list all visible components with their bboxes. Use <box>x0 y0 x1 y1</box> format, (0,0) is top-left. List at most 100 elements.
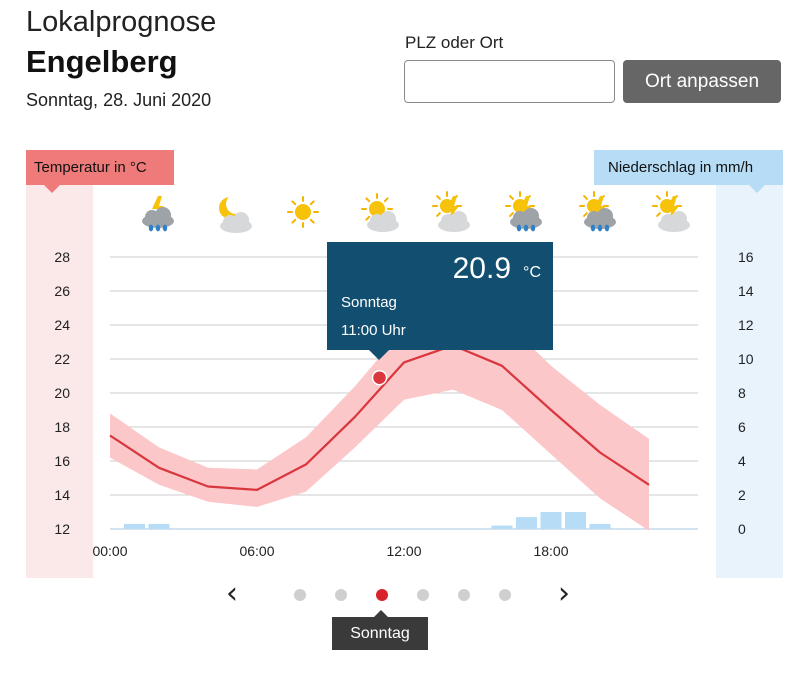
precip-tick-label: 10 <box>738 351 754 367</box>
chart-tooltip: 20.9 °C Sonntag 11:00 Uhr <box>327 242 553 360</box>
precip-tick-label: 2 <box>738 487 746 503</box>
sun-ray <box>509 195 514 200</box>
temp-tick-label: 12 <box>54 521 70 537</box>
precip-tick-label: 16 <box>738 249 754 265</box>
thunderstorm-rain-icon <box>142 196 174 232</box>
x-tick-label: 18:00 <box>533 543 568 559</box>
temp-tick-label: 14 <box>54 487 70 503</box>
sun-ray <box>291 200 297 206</box>
tooltip-time: 11:00 Uhr <box>341 322 406 339</box>
forecast-date: Sonntag, 28. Juni 2020 <box>26 90 212 110</box>
precip-tick-label: 0 <box>738 521 746 537</box>
sun-thunderstorm-rain-icon <box>579 191 616 232</box>
bolt <box>447 196 459 219</box>
rain-drop <box>148 224 154 232</box>
precip-bar <box>516 517 537 529</box>
sun-ray <box>365 197 371 203</box>
rain-drop <box>155 224 161 232</box>
tooltip-unit: °C <box>523 264 541 281</box>
temperature-axis-label: Temperatur in °C <box>26 150 174 193</box>
precipitation-axis-band <box>716 150 783 578</box>
day-dot[interactable] <box>294 589 306 601</box>
bolt <box>667 196 679 219</box>
sun-thunder-cloud-icon <box>652 191 690 232</box>
x-tick-label: 12:00 <box>386 543 421 559</box>
cloud-part <box>380 211 396 227</box>
day-dot[interactable] <box>499 589 511 601</box>
sun-ray <box>583 212 588 217</box>
rain-drop <box>590 224 596 232</box>
sun-thunder-cloud-icon <box>432 191 470 232</box>
day-dot[interactable] <box>417 589 429 601</box>
sun-ray <box>656 212 661 217</box>
sun-disc <box>295 204 311 220</box>
precip-bar <box>540 512 562 529</box>
location-input[interactable] <box>404 60 615 103</box>
sun-disc <box>369 201 385 217</box>
moon-cloud-icon <box>219 194 252 233</box>
cloud-part <box>523 208 539 224</box>
cloud-part <box>671 211 687 227</box>
sun-ray <box>309 200 315 206</box>
temp-line <box>109 344 650 491</box>
bolt <box>152 196 164 219</box>
temp-tick-label: 18 <box>54 419 70 435</box>
rain-drop <box>530 224 536 232</box>
page-subtitle: Lokalprognose <box>26 6 217 38</box>
sun-ray <box>383 197 389 203</box>
sun-ray <box>436 195 441 200</box>
chevron-left-icon[interactable]: ‹ <box>226 576 238 611</box>
precip-bar <box>491 525 513 529</box>
precip-bar <box>565 512 586 529</box>
sun-ray <box>509 212 514 217</box>
active-day-label: Sonntag <box>332 610 428 650</box>
rain-drop <box>604 224 610 232</box>
sun-thunderstorm-rain-icon <box>505 191 542 232</box>
sun-cloud-icon <box>361 193 399 232</box>
sun-ray <box>365 215 371 221</box>
cloud-part <box>155 207 171 223</box>
bolt <box>520 196 532 219</box>
tooltip-value: 20.9 <box>452 252 511 285</box>
rain-drop <box>162 224 168 232</box>
update-location-button[interactable]: Ort anpassen <box>623 60 781 103</box>
rain-drop <box>597 224 603 232</box>
precip-tick-label: 8 <box>738 385 746 401</box>
temp-tick-label: 22 <box>54 351 70 367</box>
precip-bar <box>148 523 170 529</box>
sun-ray <box>656 195 661 200</box>
tooltip-day: Sonntag <box>341 294 397 311</box>
day-dot[interactable] <box>458 589 470 601</box>
sun-ray <box>436 212 441 217</box>
sun-ray <box>583 195 588 200</box>
moon-shadow <box>226 194 246 214</box>
temp-tick-label: 16 <box>54 453 70 469</box>
temp-tick-label: 24 <box>54 317 70 333</box>
temperature-axis-band <box>26 150 93 578</box>
precip-tick-label: 6 <box>738 419 746 435</box>
precip-tick-label: 4 <box>738 453 746 469</box>
temp-tick-label: 20 <box>54 385 70 401</box>
rain-drop <box>516 224 522 232</box>
cloud-part <box>233 212 249 228</box>
x-tick-label: 00:00 <box>92 543 127 559</box>
location-title: Engelberg <box>26 44 178 79</box>
precipitation-axis-label: Niederschlag in mm/h <box>594 150 783 193</box>
temp-tick-label: 26 <box>54 283 70 299</box>
sun-ray <box>309 218 315 224</box>
precip-tick-label: 12 <box>738 317 754 333</box>
bolt <box>594 196 606 219</box>
chevron-right-icon[interactable]: › <box>558 576 570 611</box>
precip-tick-label: 14 <box>738 283 754 299</box>
precip-bar <box>124 523 145 529</box>
temp-tick-label: 28 <box>54 249 70 265</box>
precip-bar <box>589 523 611 529</box>
temp-range-band <box>110 304 649 531</box>
cloud-part <box>597 208 613 224</box>
highlight-point <box>371 369 388 386</box>
day-dot-active[interactable] <box>376 589 388 601</box>
day-dot[interactable] <box>335 589 347 601</box>
cloud-part <box>451 211 467 227</box>
location-label: PLZ oder Ort <box>405 33 504 52</box>
